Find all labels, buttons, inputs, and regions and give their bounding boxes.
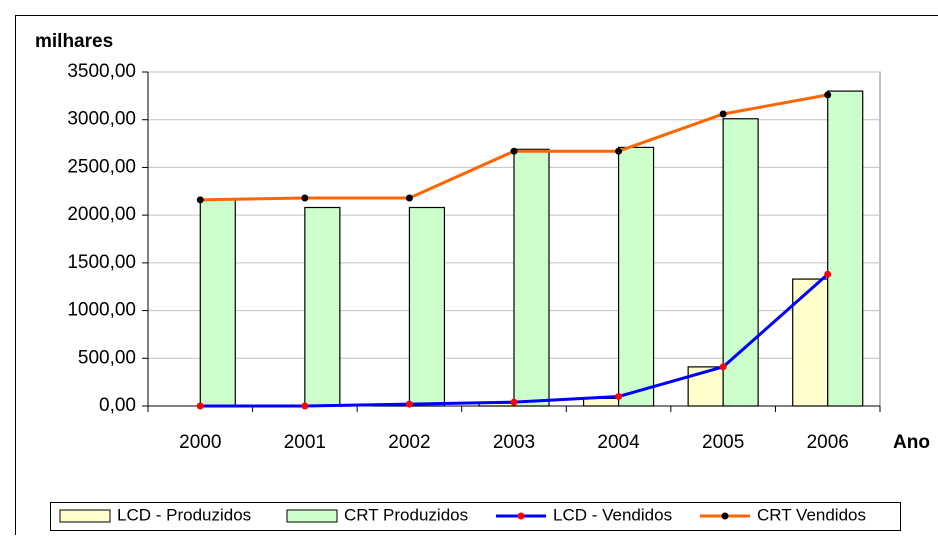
x-tick-label: 2002	[388, 432, 430, 453]
y-axis-title: milhares	[35, 31, 113, 52]
y-tick-label: 500,00	[78, 347, 136, 368]
x-axis-title: Ano	[893, 432, 930, 453]
y-tick-label: 2000,00	[67, 204, 136, 225]
y-tick-label: 1500,00	[67, 252, 136, 273]
marker	[824, 91, 831, 98]
marker	[406, 401, 413, 408]
bar	[828, 91, 863, 406]
y-tick-label: 1000,00	[67, 300, 136, 321]
x-tick-label: 2004	[597, 432, 640, 453]
marker	[301, 403, 308, 410]
bar	[409, 208, 444, 406]
legend-swatch	[60, 510, 110, 522]
x-tick-label: 2001	[284, 432, 326, 453]
y-tick-label: 0,00	[99, 395, 136, 416]
x-tick-label: 2000	[179, 432, 221, 453]
legend-label: CRT Vendidos	[757, 505, 866, 524]
bar	[200, 200, 235, 406]
legend-label: LCD - Vendidos	[553, 505, 672, 524]
marker	[615, 148, 622, 155]
bar	[305, 208, 340, 406]
marker	[511, 148, 518, 155]
marker	[197, 403, 204, 410]
y-tick-label: 3000,00	[67, 109, 136, 130]
legend-label: LCD - Produzidos	[117, 505, 251, 524]
marker	[720, 110, 727, 117]
marker	[301, 194, 308, 201]
y-tick-label: 3500,00	[67, 61, 136, 82]
legend-label: CRT Produzidos	[344, 505, 468, 524]
marker	[197, 196, 204, 203]
bar	[619, 147, 654, 406]
legend-swatch	[287, 510, 337, 522]
bar	[514, 149, 549, 406]
bar	[793, 279, 828, 406]
marker	[511, 399, 518, 406]
marker	[615, 393, 622, 400]
legend-marker	[722, 513, 729, 520]
y-tick-label: 2500,00	[67, 156, 136, 177]
marker	[720, 363, 727, 370]
marker	[824, 271, 831, 278]
legend-marker	[518, 513, 525, 520]
x-tick-label: 2006	[807, 432, 849, 453]
x-tick-label: 2003	[493, 432, 535, 453]
marker	[406, 194, 413, 201]
x-tick-label: 2005	[702, 432, 744, 453]
